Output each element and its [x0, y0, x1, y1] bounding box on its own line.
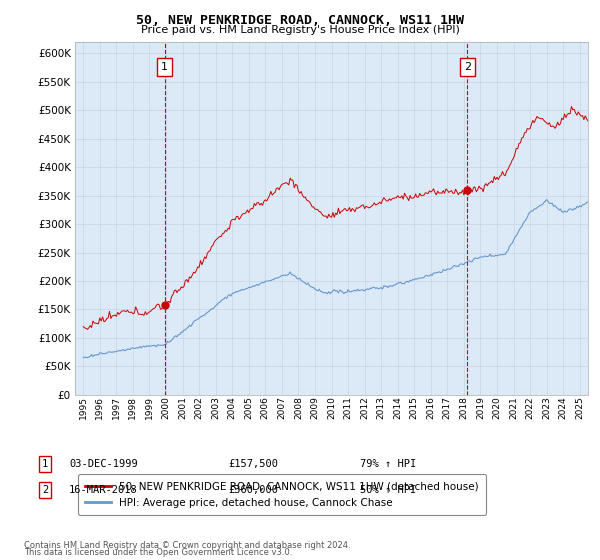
Text: This data is licensed under the Open Government Licence v3.0.: This data is licensed under the Open Gov…: [24, 548, 292, 557]
Text: 79% ↑ HPI: 79% ↑ HPI: [360, 459, 416, 469]
Text: £157,500: £157,500: [228, 459, 278, 469]
Text: 03-DEC-1999: 03-DEC-1999: [69, 459, 138, 469]
Text: Contains HM Land Registry data © Crown copyright and database right 2024.: Contains HM Land Registry data © Crown c…: [24, 541, 350, 550]
Legend: 50, NEW PENKRIDGE ROAD, CANNOCK, WS11 1HW (detached house), HPI: Average price, : 50, NEW PENKRIDGE ROAD, CANNOCK, WS11 1H…: [77, 474, 486, 515]
Text: 50, NEW PENKRIDGE ROAD, CANNOCK, WS11 1HW: 50, NEW PENKRIDGE ROAD, CANNOCK, WS11 1H…: [136, 14, 464, 27]
Text: 2: 2: [42, 485, 48, 495]
Text: 50% ↑ HPI: 50% ↑ HPI: [360, 485, 416, 495]
Text: 16-MAR-2018: 16-MAR-2018: [69, 485, 138, 495]
Text: £360,000: £360,000: [228, 485, 278, 495]
Text: 1: 1: [42, 459, 48, 469]
Text: Price paid vs. HM Land Registry's House Price Index (HPI): Price paid vs. HM Land Registry's House …: [140, 25, 460, 35]
Text: 1: 1: [161, 62, 168, 72]
Text: 2: 2: [464, 62, 471, 72]
